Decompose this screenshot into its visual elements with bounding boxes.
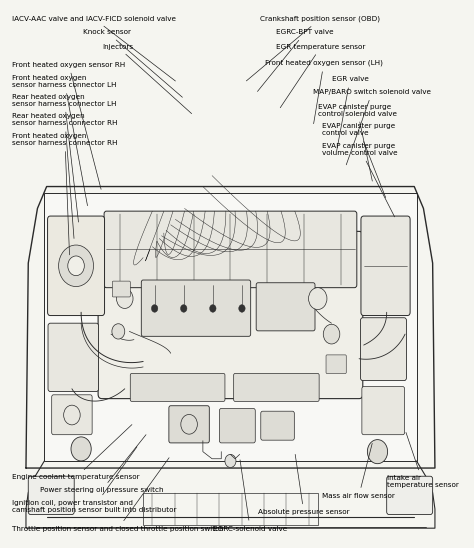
FancyBboxPatch shape [28,476,74,515]
Text: MAP/BARO switch solenoid valve: MAP/BARO switch solenoid valve [313,89,431,165]
FancyBboxPatch shape [261,411,294,440]
Text: EVAP canister purge
control solenoid valve: EVAP canister purge control solenoid val… [318,104,397,181]
Circle shape [71,437,91,461]
FancyBboxPatch shape [234,374,319,401]
Circle shape [367,439,388,464]
Text: Mass air flow sensor: Mass air flow sensor [322,443,395,499]
FancyBboxPatch shape [361,318,406,381]
Text: EGRC-BPT valve: EGRC-BPT valve [257,30,334,92]
Text: Absolute pressure sensor: Absolute pressure sensor [258,454,350,515]
FancyBboxPatch shape [362,386,405,435]
Text: Crankshaft position sensor (OBD): Crankshaft position sensor (OBD) [246,15,380,81]
Text: Ignition coil, power transistor and
camshaft position sensor built into distribu: Ignition coil, power transistor and cams… [12,447,177,513]
Text: EGR valve: EGR valve [331,76,368,151]
Circle shape [309,288,327,310]
Text: Front heated oxygen
sensor harness connector LH: Front heated oxygen sensor harness conne… [12,75,117,206]
FancyBboxPatch shape [104,211,357,288]
Text: Knock sensor: Knock sensor [83,30,182,97]
FancyBboxPatch shape [169,406,210,443]
Text: Throttle position sensor and closed throttle position switch: Throttle position sensor and closed thro… [12,458,224,532]
Text: EVAP canister purge
control valve: EVAP canister purge control valve [322,123,396,198]
FancyBboxPatch shape [256,283,315,331]
Circle shape [68,256,84,276]
Text: IACV-AAC valve and IACV-FICD solenoid valve: IACV-AAC valve and IACV-FICD solenoid va… [12,16,176,81]
Text: Rear heated oxygen
sensor harness connector RH: Rear heated oxygen sensor harness connec… [12,113,118,238]
FancyBboxPatch shape [326,355,346,374]
Text: EGRC-solenoid valve: EGRC-solenoid valve [213,460,287,532]
FancyBboxPatch shape [47,216,105,316]
Circle shape [225,454,236,467]
Bar [45,193,417,461]
Circle shape [151,305,158,312]
FancyBboxPatch shape [48,323,99,391]
Text: Front heated oxygen sensor (LH): Front heated oxygen sensor (LH) [265,60,383,124]
FancyBboxPatch shape [387,476,433,515]
Circle shape [181,305,187,312]
Bar [143,493,318,526]
Circle shape [210,305,216,312]
Circle shape [239,305,245,312]
Text: EVAP canister purge
volume control valve: EVAP canister purge volume control valve [322,143,398,217]
Text: EGR temperature sensor: EGR temperature sensor [276,44,366,108]
FancyBboxPatch shape [98,231,363,398]
Text: Engine coolant temperature sensor: Engine coolant temperature sensor [12,425,140,481]
Text: Intake air
temperature sensor: Intake air temperature sensor [387,432,458,488]
FancyBboxPatch shape [361,216,410,316]
FancyBboxPatch shape [52,395,92,435]
Text: Rear heated oxygen
sensor harness connector LH: Rear heated oxygen sensor harness connec… [12,94,117,222]
Circle shape [59,245,93,287]
FancyBboxPatch shape [219,408,255,443]
Text: Front heated oxygen sensor RH: Front heated oxygen sensor RH [12,61,126,189]
Text: Power steering oil pressure switch: Power steering oil pressure switch [40,435,163,493]
Circle shape [323,324,340,344]
FancyBboxPatch shape [130,374,225,401]
FancyBboxPatch shape [141,280,251,336]
Text: Front heated oxygen
sensor harness connector RH: Front heated oxygen sensor harness conne… [12,133,118,255]
FancyBboxPatch shape [112,281,130,297]
Text: Injectors: Injectors [102,44,191,113]
Circle shape [117,289,133,309]
Circle shape [112,324,125,339]
